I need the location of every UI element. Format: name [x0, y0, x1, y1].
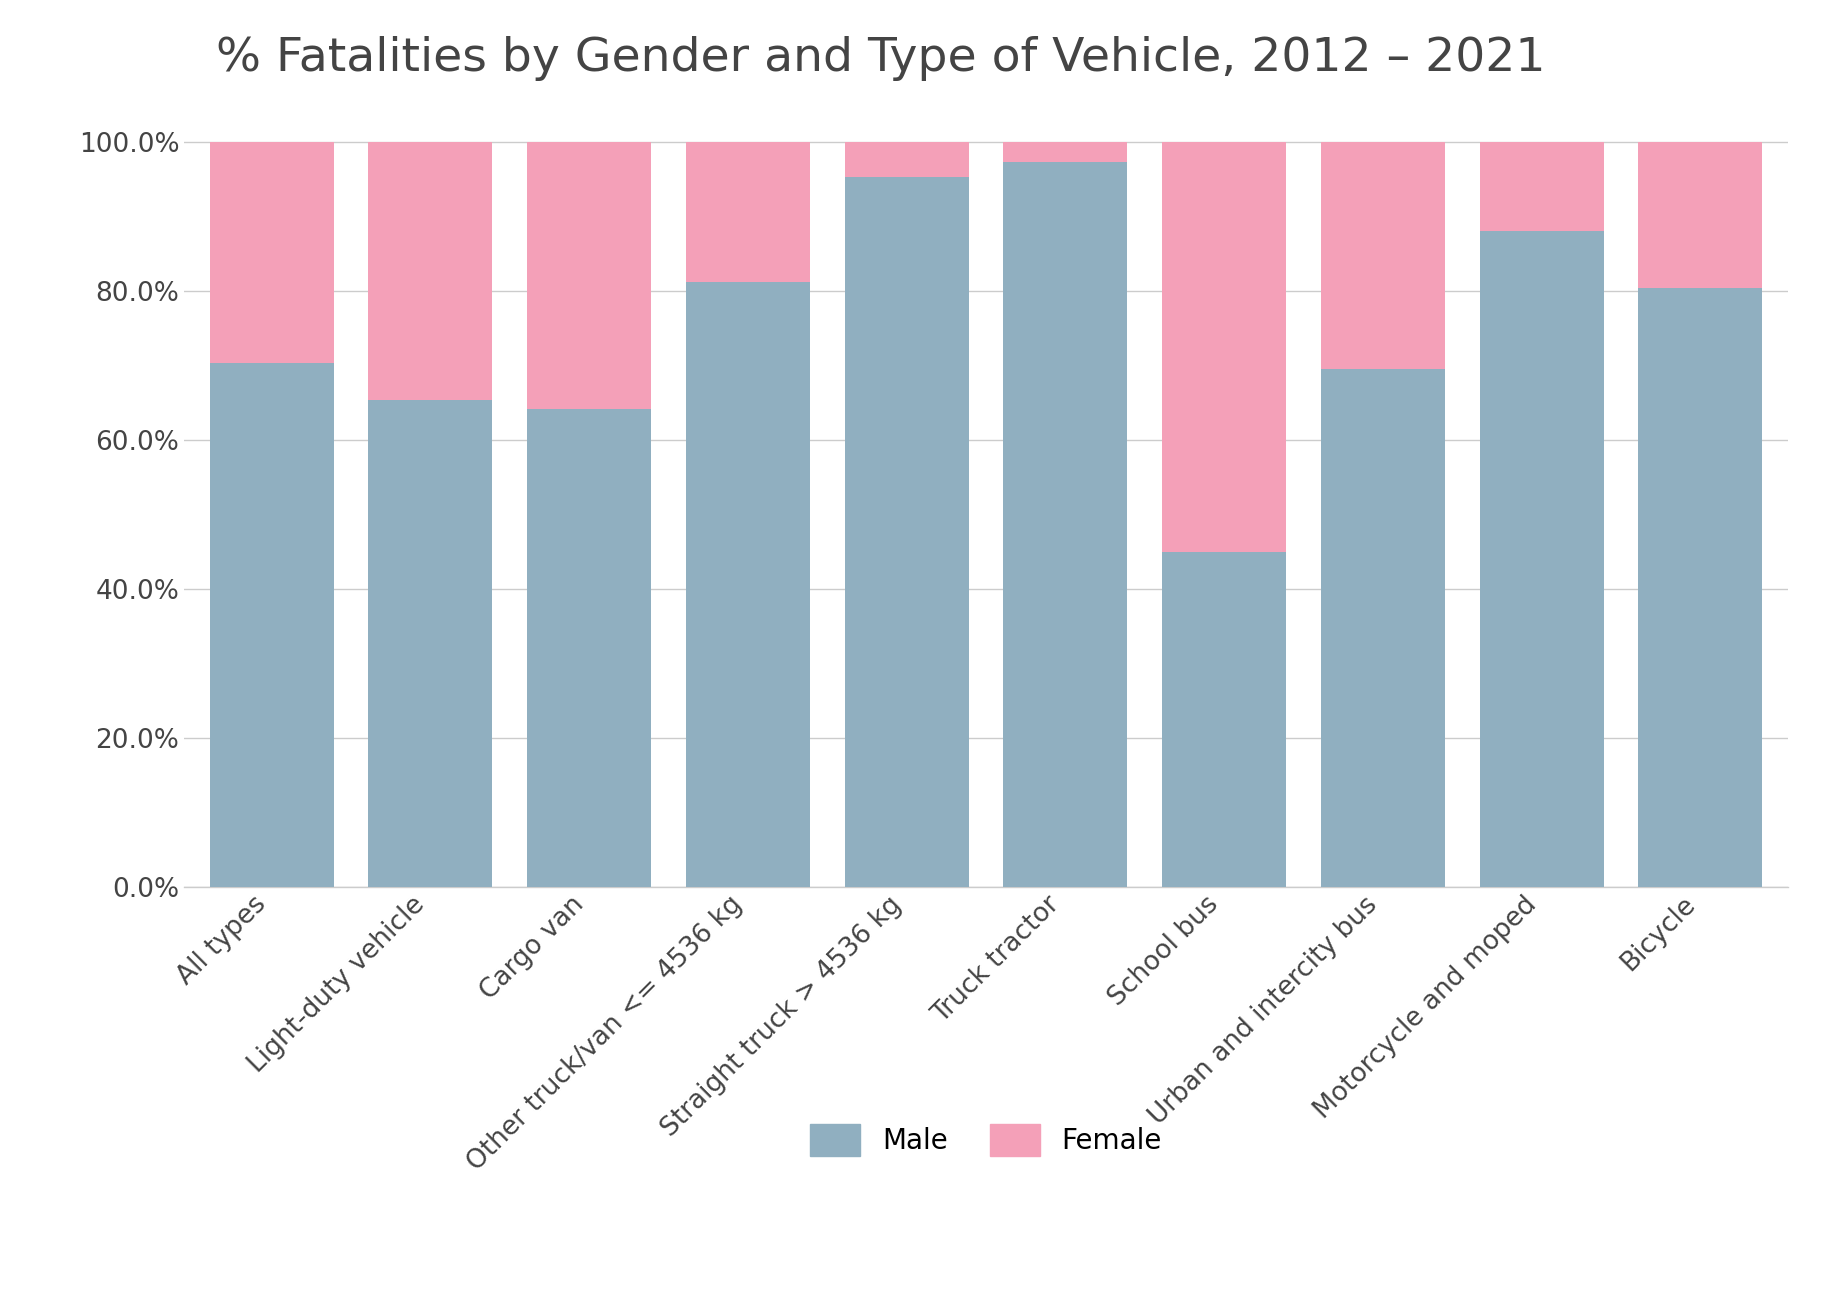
Bar [527, 409, 651, 887]
Bar [1321, 142, 1445, 369]
Bar [844, 177, 969, 887]
Bar [210, 363, 334, 887]
Legend: Male, Female: Male, Female [796, 1110, 1176, 1170]
Bar [1003, 142, 1128, 162]
Bar [1163, 142, 1286, 552]
Bar [1480, 142, 1603, 231]
Bar [527, 142, 651, 409]
Bar [1638, 288, 1762, 887]
Bar [1003, 162, 1128, 887]
Bar [1321, 369, 1445, 887]
Bar [1638, 142, 1762, 288]
Bar [1480, 231, 1603, 887]
Bar [686, 282, 809, 887]
Bar [369, 400, 492, 887]
Bar [1163, 552, 1286, 887]
Text: % Fatalities by Gender and Type of Vehicle, 2012 – 2021: % Fatalities by Gender and Type of Vehic… [216, 37, 1546, 81]
Bar [844, 142, 969, 177]
Bar [686, 142, 809, 282]
Bar [210, 142, 334, 363]
Bar [369, 142, 492, 400]
